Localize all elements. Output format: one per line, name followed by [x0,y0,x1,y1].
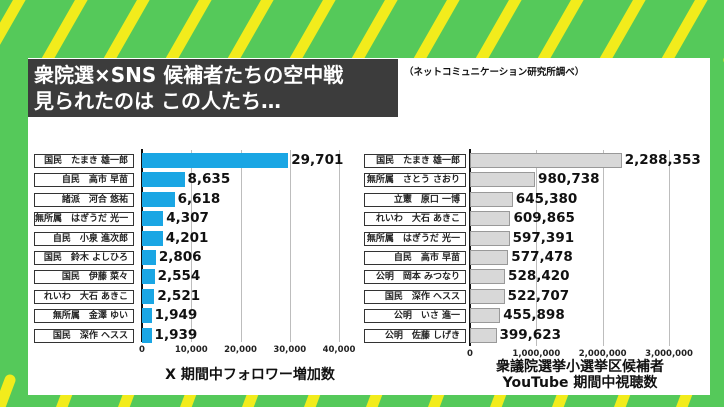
category-label: 自民 小泉 進次郎 [34,231,134,246]
youtube-views-bar [470,211,511,227]
gridline [602,150,604,346]
stripe [475,0,522,66]
value-label: 6,618 [177,190,221,207]
category-label: 無所属 はぎうだ 光一 [34,212,134,227]
youtube-views-bar [470,172,536,188]
gridline [339,150,340,342]
gridline [191,150,193,342]
category-label: 公明 佐藤 しげき [364,328,466,343]
tick-label: 40,000 [322,345,356,355]
gridline [536,150,538,346]
category-label: 国民 鈴木 よしひろ [34,251,134,265]
value-label: 2,521 [157,287,201,304]
value-label: 2,806 [158,249,202,265]
x-follower-bar [142,269,155,285]
youtube-chart-axis-label: 衆議院選挙小選挙区候補者 YouTube 期間中視聴数 [470,359,690,391]
tick-label: 2,000,000 [578,349,627,359]
value-label: 522,707 [507,287,570,304]
value-label: 528,420 [508,268,570,285]
value-label: 2,288,353 [624,152,701,168]
category-label: れいわ 大石 あきこ [34,289,134,304]
x-follower-bar [142,327,152,343]
x-follower-bar [142,153,289,168]
stripe [41,0,88,66]
x-follower-bar [142,230,163,246]
value-label: 1,949 [154,307,198,324]
value-label: 597,391 [512,229,575,246]
value-label: 980,738 [538,171,600,188]
value-label: 577,478 [511,249,573,265]
youtube-axis-label-line-1: 衆議院選挙小選挙区候補者 [496,359,664,375]
category-label: 立憲 原口 一博 [364,192,466,207]
x-follower-bar [142,308,152,324]
stripe [0,374,16,407]
category-label: 諸派 河合 悠祐 [34,192,134,207]
stripe [103,0,150,66]
stripe [413,0,460,66]
stripe [661,0,708,66]
gridline [240,150,242,342]
value-label: 645,380 [515,190,578,207]
youtube-views-bar [470,191,513,207]
x-follower-bar [142,172,185,188]
category-label: 無所属 金澤 ゆい [34,309,134,324]
youtube-views-bar [470,230,510,246]
tick-label: 20,000 [224,345,257,355]
value-label: 8,635 [187,171,231,188]
category-label: 国民 たまき 雄一郎 [364,154,466,168]
category-label: 公明 岡本 みつなり [364,270,466,285]
tick-label: 0 [467,349,473,359]
youtube-views-bar [470,288,505,304]
youtube-views-bar [470,308,501,324]
category-label: 無所属 はぎうだ 光一 [364,231,466,246]
tick-label: 1,000,000 [512,349,561,359]
value-label: 29,701 [291,152,344,168]
category-label: 国民 たまき 雄一郎 [34,154,134,168]
youtube-views-bar [470,153,622,168]
category-label: れいわ 大石 あきこ [364,212,466,227]
value-label: 455,898 [503,307,565,324]
stripe [165,0,212,66]
youtube-axis-label-line-2: YouTube 期間中視聴数 [502,375,658,391]
youtube-views-bar [470,269,506,285]
y-axis-line [469,149,471,346]
tick-label: 10,000 [174,345,208,355]
stripe [351,0,398,66]
youtube-views-bar [470,250,509,265]
value-label: 4,307 [166,210,209,227]
category-label: 国民 深作 ヘスス [34,328,134,343]
youtube-views-bar [470,327,497,343]
stripe [289,0,336,66]
x-follower-bar [142,211,164,227]
x-chart-axis-label: X 期間中フォロワー増加数 [165,367,335,383]
stripe [0,0,26,45]
value-label: 1,939 [154,326,198,343]
stripe [227,0,274,66]
x-follower-bar [142,191,175,207]
gridline [289,150,291,342]
tick-label: 0 [139,345,145,355]
x-follower-bar [142,288,155,304]
headline-line-1: 衆院選×SNS 候補者たちの空中戦 [34,63,344,87]
value-label: 399,623 [499,326,562,343]
stripe [599,0,646,66]
source-note: （ネットコミュニケーション研究所調べ） [404,67,585,78]
category-label: 国民 伊藤 菜々 [34,270,134,285]
category-label: 国民 深作 ヘスス [364,289,466,304]
category-label: 公明 いさ 進一 [364,309,466,324]
category-label: 無所属 さとう さおり [364,173,466,188]
category-label: 自民 高市 早苗 [364,251,466,265]
tick-label: 3,000,000 [645,349,693,359]
category-label: 自民 高市 早苗 [34,173,134,188]
value-label: 4,201 [165,229,209,246]
tick-label: 30,000 [273,345,307,355]
headline-line-2: 見られたのは この人たち… [34,89,281,113]
headline: 衆院選×SNS 候補者たちの空中戦 見られたのは この人たち… [28,59,398,117]
gridline [669,150,670,346]
value-label: 609,865 [513,210,575,227]
stripe [537,0,584,66]
value-label: 2,554 [157,268,201,285]
x-follower-bar [142,250,156,265]
